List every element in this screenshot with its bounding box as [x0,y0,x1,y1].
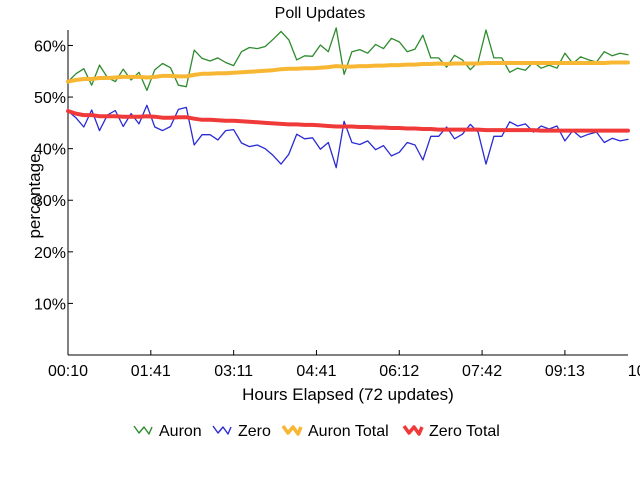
x-tick-label: 04:41 [296,363,336,380]
x-tick-label: 09:13 [545,363,585,380]
legend-label-auron: Auron [159,423,202,440]
y-tick-label: 20% [34,245,66,262]
x-tick-label: 10:43 [628,363,640,380]
y-tick-label: 10% [34,296,66,313]
x-tick-label: 03:11 [214,363,253,380]
series-line-auron [67,27,629,92]
series-layer [66,27,630,169]
legend-swatch-auron-total [281,424,303,436]
y-tick-label: 30% [34,193,66,210]
y-axis-label: percentage [25,153,44,238]
legend: Auron Zero Auron Total Zero Total [133,423,500,440]
legend-label-auron-total: Auron Total [308,423,389,440]
axes: 10% 20% 30% 40% 50% 60% 00:10 01:41 03:11 04:41 06… [34,30,640,380]
legend-swatch-zero [212,425,232,435]
y-tick-label: 60% [34,38,66,55]
x-tick-label: 07:42 [462,363,502,380]
series-line-zero-total [66,109,630,133]
series-line-auron-total [66,60,630,84]
x-tick-label: 06:12 [379,363,419,380]
legend-label-zero: Zero [238,423,271,440]
x-axis-label: Hours Elapsed (72 updates) [242,385,454,404]
chart-title: Poll Updates [275,5,366,22]
legend-swatch-zero-total [402,424,424,436]
legend-label-zero-total: Zero Total [429,423,500,440]
legend-swatch-auron [133,425,153,435]
y-tick-label: 40% [34,142,66,159]
x-tick-label: 00:10 [48,363,88,380]
x-tick-label: 01:41 [131,363,171,380]
y-tick-label: 50% [34,90,66,107]
